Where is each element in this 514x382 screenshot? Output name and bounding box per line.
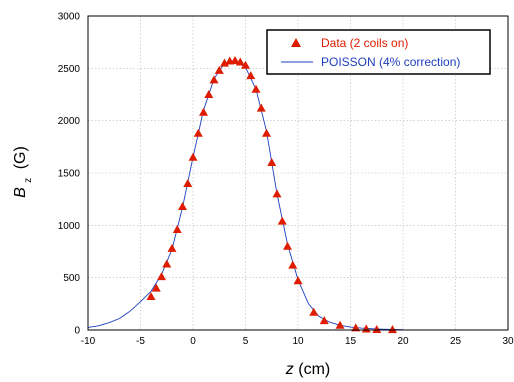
data-point-marker (146, 292, 156, 301)
data-point-marker (272, 189, 282, 198)
x-tick-label: 30 (502, 336, 514, 347)
data-point-marker (241, 60, 250, 69)
y-tick-label: 0 (74, 326, 80, 337)
x-tick-label: 10 (292, 336, 304, 347)
data-point-marker (172, 225, 182, 234)
y-tick-label: 500 (63, 273, 80, 284)
data-point-marker (267, 158, 277, 167)
data-point-marker (293, 276, 303, 285)
data-point-marker (262, 128, 271, 137)
data-point-marker (157, 272, 166, 281)
legend: Data (2 coils on) POISSON (4% correction… (266, 29, 491, 75)
svg-text:B z (G): B z (G) (12, 146, 35, 198)
data-point-marker (162, 259, 172, 268)
x-axis-unit: (cm) (298, 361, 330, 378)
y-tick-label: 2500 (58, 64, 81, 75)
y-axis-title: B z (G) (12, 146, 35, 198)
data-point-marker (388, 325, 397, 334)
data-point-marker (220, 58, 229, 67)
y-axis-unit: (G) (12, 146, 29, 169)
data-point-marker (193, 128, 203, 137)
data-point-marker (167, 243, 177, 252)
data-point-marker (246, 71, 256, 80)
legend-data-marker (291, 38, 301, 47)
data-point-marker (230, 55, 240, 64)
legend-fit-label: POISSON (4% correction) (321, 55, 460, 69)
data-point-marker (209, 75, 219, 84)
x-axis-title: z (cm) (285, 361, 330, 378)
data-point-marker (204, 90, 214, 98)
data-point-marker (235, 57, 245, 66)
data-point-marker (151, 283, 161, 292)
data-point-marker (288, 260, 298, 269)
x-tick-label: 25 (450, 336, 462, 347)
y-tick-label: 3000 (58, 12, 81, 23)
data-point-marker (256, 103, 266, 112)
x-tick-labels: -10 -5 0 5 10 15 20 25 30 (81, 336, 514, 347)
y-tick-labels: 0 500 1000 1500 2000 2500 3000 (58, 12, 81, 337)
y-axis-subscript: z (23, 178, 34, 183)
data-point-marker (372, 324, 382, 333)
legend-data-label: Data (2 coils on) (321, 36, 408, 50)
x-tick-label: 5 (243, 336, 249, 347)
x-tick-label: 20 (397, 336, 409, 347)
x-axis-var: z (285, 361, 294, 378)
grid (88, 16, 508, 330)
data-point-marker (319, 316, 329, 325)
x-tick-label: 15 (345, 336, 357, 347)
data-point-marker (335, 320, 345, 329)
data-point-marker (183, 178, 193, 187)
x-tick-label: -5 (136, 336, 145, 347)
y-tick-label: 1500 (58, 169, 81, 180)
y-tick-label: 1000 (58, 221, 81, 232)
data-point-marker (188, 152, 198, 161)
x-tick-label: 0 (190, 336, 196, 347)
legend-box (266, 29, 491, 75)
data-point-marker (283, 241, 292, 250)
y-axis-var: B (12, 187, 29, 198)
data-point-marker (351, 323, 361, 332)
data-point-marker (277, 216, 287, 225)
data-point-marker (214, 65, 224, 74)
x-tick-label: -10 (81, 336, 96, 347)
y-tick-label: 2000 (58, 116, 81, 127)
plot-frame (87, 15, 509, 331)
data-point-marker (309, 307, 319, 316)
data-point-marker (178, 201, 187, 210)
data-series-layer (146, 55, 397, 334)
data-point-marker (199, 107, 208, 116)
data-point-marker (251, 84, 261, 93)
